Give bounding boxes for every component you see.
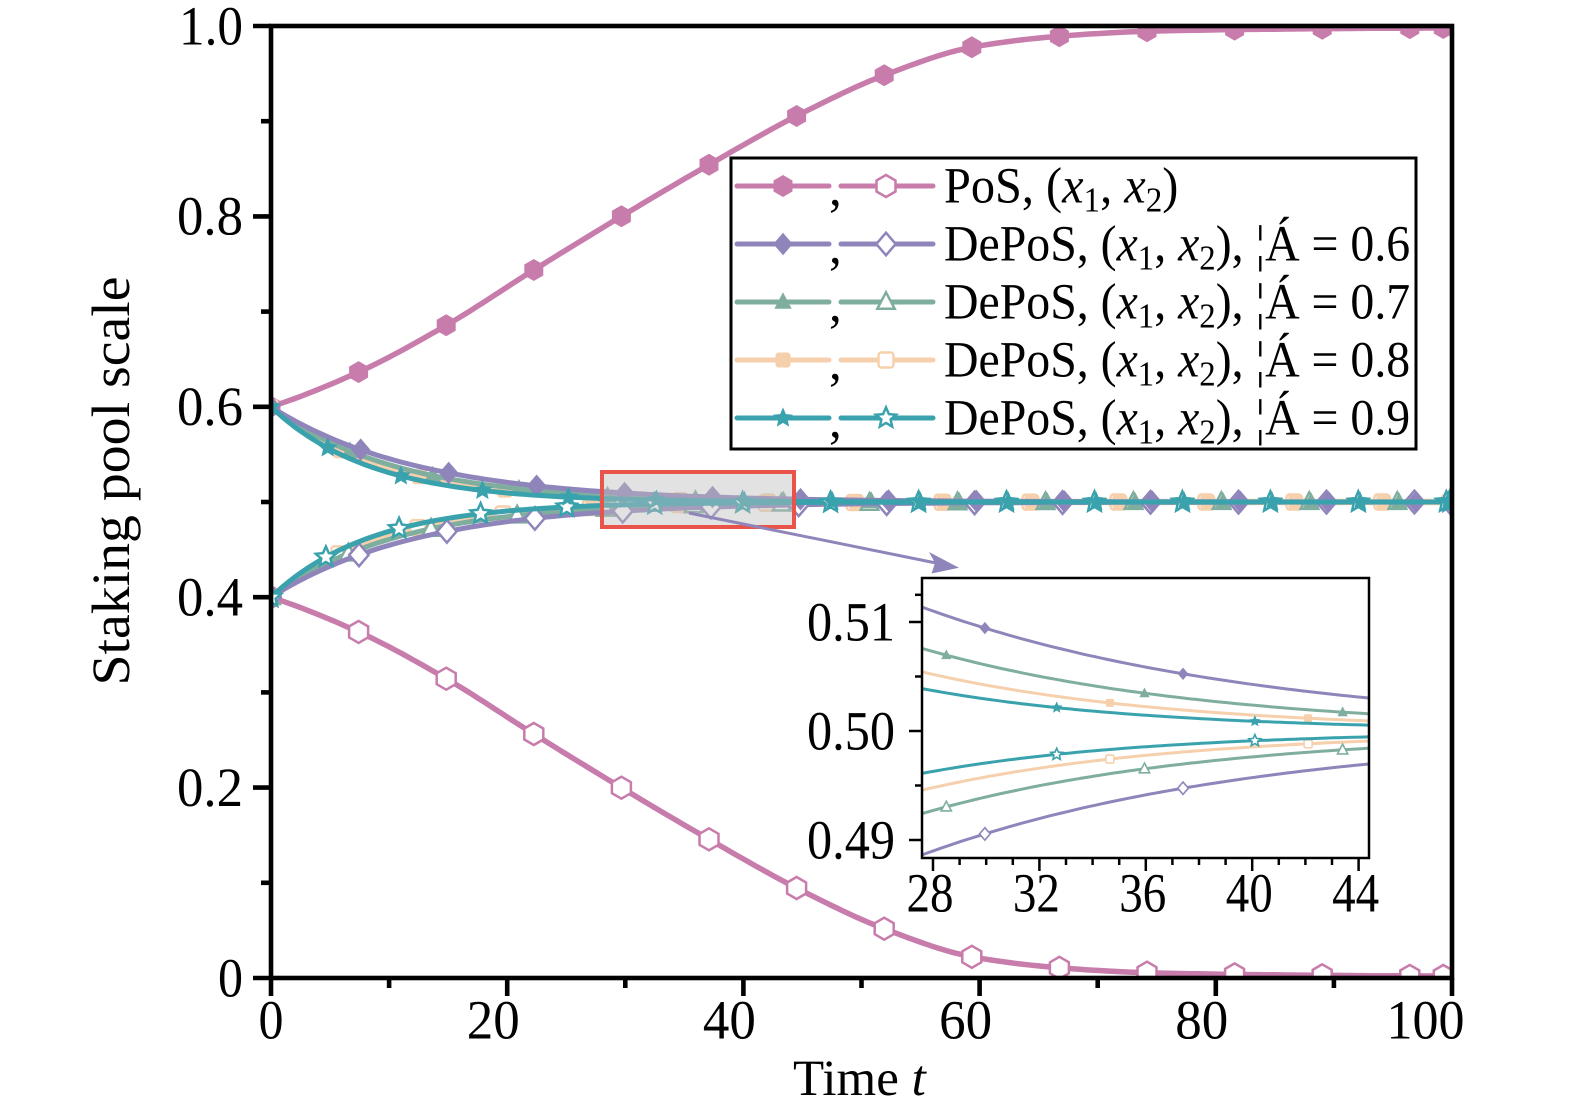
svg-text:DePoS, (x1, x2), ¦Á = 0.8: DePoS, (x1, x2), ¦Á = 0.8 (944, 333, 1410, 394)
svg-text:,: , (829, 161, 842, 217)
svg-text:80: 80 (1175, 991, 1228, 1052)
svg-text:40: 40 (1226, 864, 1273, 925)
svg-text:0.6: 0.6 (177, 377, 243, 438)
svg-text:0.50: 0.50 (807, 701, 895, 762)
svg-text:,: , (829, 277, 842, 333)
svg-text:0: 0 (259, 991, 284, 1052)
svg-text:40: 40 (703, 991, 756, 1052)
svg-text:20: 20 (467, 991, 520, 1052)
svg-text:,: , (829, 219, 842, 275)
svg-text:44: 44 (1332, 864, 1379, 925)
svg-text:,: , (829, 335, 842, 391)
svg-text:Time t: Time t (793, 1051, 928, 1107)
svg-text:DePoS, (x1, x2), ¦Á = 0.7: DePoS, (x1, x2), ¦Á = 0.7 (944, 275, 1410, 336)
svg-text:DePoS, (x1, x2), ¦Á = 0.6: DePoS, (x1, x2), ¦Á = 0.6 (944, 217, 1410, 278)
svg-text:0.49: 0.49 (807, 810, 895, 871)
svg-text:0.2: 0.2 (177, 758, 243, 819)
svg-text:36: 36 (1119, 864, 1166, 925)
svg-text:32: 32 (1013, 864, 1060, 925)
svg-text:0.4: 0.4 (177, 568, 243, 629)
svg-text:DePoS, (x1, x2), ¦Á = 0.9: DePoS, (x1, x2), ¦Á = 0.9 (944, 391, 1410, 452)
svg-text:0: 0 (218, 948, 243, 1009)
svg-text:1.0: 1.0 (179, 0, 243, 57)
svg-text:,: , (829, 393, 842, 449)
svg-text:28: 28 (907, 864, 954, 925)
svg-text:0.51: 0.51 (807, 592, 895, 653)
svg-text:0.8: 0.8 (177, 187, 243, 248)
svg-text:Staking pool scale: Staking pool scale (81, 277, 141, 686)
svg-text:60: 60 (939, 991, 992, 1052)
svg-text:PoS, (x1, x2): PoS, (x1, x2) (944, 159, 1178, 220)
svg-text:100: 100 (1387, 991, 1465, 1052)
